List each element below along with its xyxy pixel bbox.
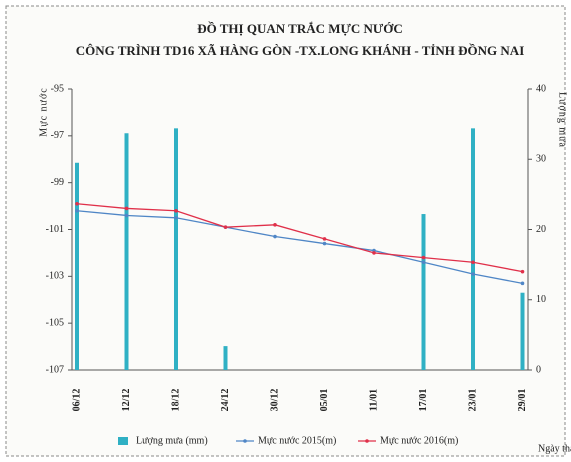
point <box>520 281 525 286</box>
x-tick-label: 06/12 <box>71 389 82 412</box>
point <box>223 225 228 229</box>
point <box>471 272 475 276</box>
point <box>322 241 327 246</box>
y-tick-label: -103 <box>46 271 64 282</box>
x-tick-label: 30/12 <box>269 389 280 412</box>
line <box>76 203 523 273</box>
point <box>273 234 277 239</box>
x-tick-label: 12/12 <box>121 389 132 412</box>
legend-swatch <box>118 437 128 445</box>
bar <box>75 162 79 370</box>
y-tick-label: -105 <box>46 317 64 328</box>
point <box>322 237 327 241</box>
legend-marker <box>365 439 369 443</box>
x-axis-title: Ngày tháng <box>538 443 571 454</box>
bar <box>520 292 525 370</box>
point <box>174 215 178 220</box>
y-tick-label: -107 <box>46 364 64 375</box>
point <box>421 255 426 260</box>
chart-title: ĐỒ THỊ QUAN TRẮC MỰC NƯỚC <box>197 21 402 36</box>
bar <box>471 128 475 370</box>
y2-tick-label: 10 <box>536 294 546 305</box>
legend-label: Mực nước 2016(m) <box>380 435 458 446</box>
x-tick-label: 24/12 <box>220 389 231 412</box>
x-tick-label: 17/01 <box>418 389 429 412</box>
y-tick-label: -99 <box>51 177 64 188</box>
point <box>372 251 376 255</box>
y-axis-title: Mực nước <box>38 87 49 136</box>
y2-tick-label: 20 <box>536 224 546 235</box>
y-tick-label: -97 <box>51 130 64 141</box>
frame <box>5 5 566 457</box>
line <box>76 210 523 284</box>
y-tick-label: -95 <box>51 83 64 94</box>
bar <box>421 214 426 370</box>
point <box>471 260 475 265</box>
legend-label: Lượng mưa (mm) <box>136 435 208 446</box>
x-tick-label: 23/01 <box>467 389 478 412</box>
y2-tick-label: 0 <box>536 364 541 375</box>
y2-tick-label: 30 <box>536 154 546 165</box>
y2-tick-label: 40 <box>536 83 546 94</box>
chart-subtitle: CÔNG TRÌNH TD16 XÃ HÀNG GÒN -TX.LONG KHÁ… <box>76 43 525 58</box>
bar <box>174 128 178 370</box>
x-tick-label: 05/01 <box>319 389 330 412</box>
y2-axis-title: Lượng mưa <box>557 92 568 148</box>
point <box>124 206 129 211</box>
point <box>273 223 277 227</box>
legend-label: Mực nước 2015(m) <box>258 435 336 446</box>
point <box>421 260 426 265</box>
point <box>75 208 79 213</box>
point <box>520 269 525 274</box>
bar <box>223 346 228 370</box>
point <box>124 213 129 218</box>
x-tick-label: 29/01 <box>517 389 528 412</box>
point <box>75 201 79 206</box>
x-tick-label: 18/12 <box>170 389 181 412</box>
y-tick-label: -101 <box>46 224 64 235</box>
x-tick-label: 11/01 <box>368 389 379 411</box>
point <box>174 208 178 213</box>
bar <box>124 133 129 370</box>
legend-marker <box>243 439 247 443</box>
